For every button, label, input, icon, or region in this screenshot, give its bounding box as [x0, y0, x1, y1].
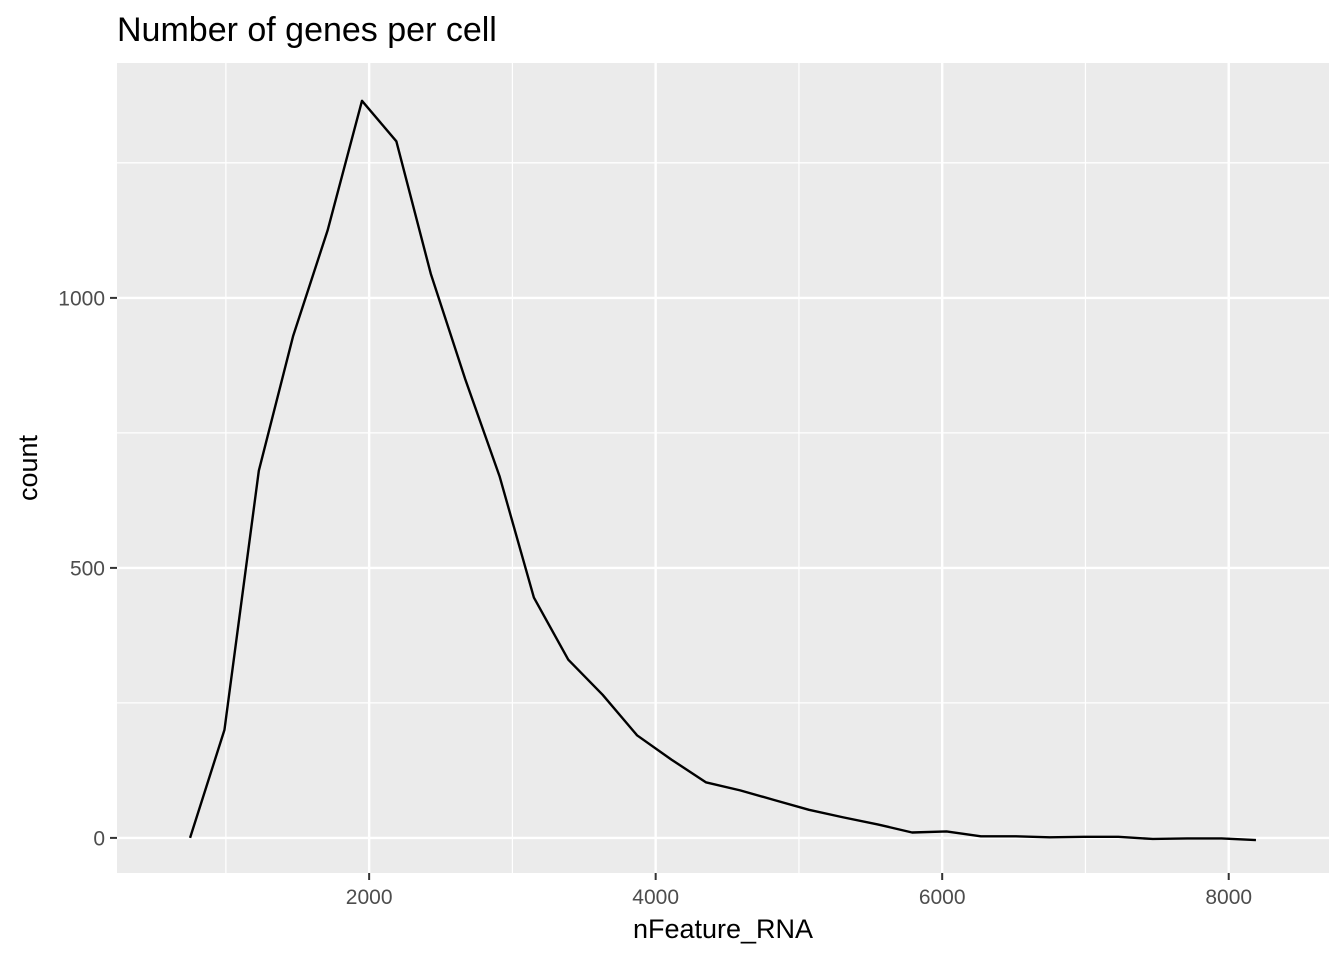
y-tick-label: 1000 — [58, 287, 105, 310]
x-tick-label: 8000 — [1205, 886, 1252, 909]
x-axis: 2000 4000 6000 8000 — [346, 873, 1252, 909]
y-axis: 0 500 1000 — [58, 287, 117, 850]
x-tick-label: 2000 — [346, 886, 393, 909]
minor-gridlines — [117, 63, 1329, 873]
x-axis-title: nFeature_RNA — [633, 914, 813, 944]
series-line — [188, 99, 1256, 842]
x-tick-label: 4000 — [632, 886, 679, 909]
plot-panel — [117, 63, 1329, 873]
y-axis-title: count — [13, 434, 43, 501]
y-tick-label: 500 — [70, 557, 105, 580]
y-tick-label: 0 — [93, 827, 105, 850]
x-tick-label: 6000 — [919, 886, 966, 909]
chart-title: Number of genes per cell — [117, 11, 497, 49]
